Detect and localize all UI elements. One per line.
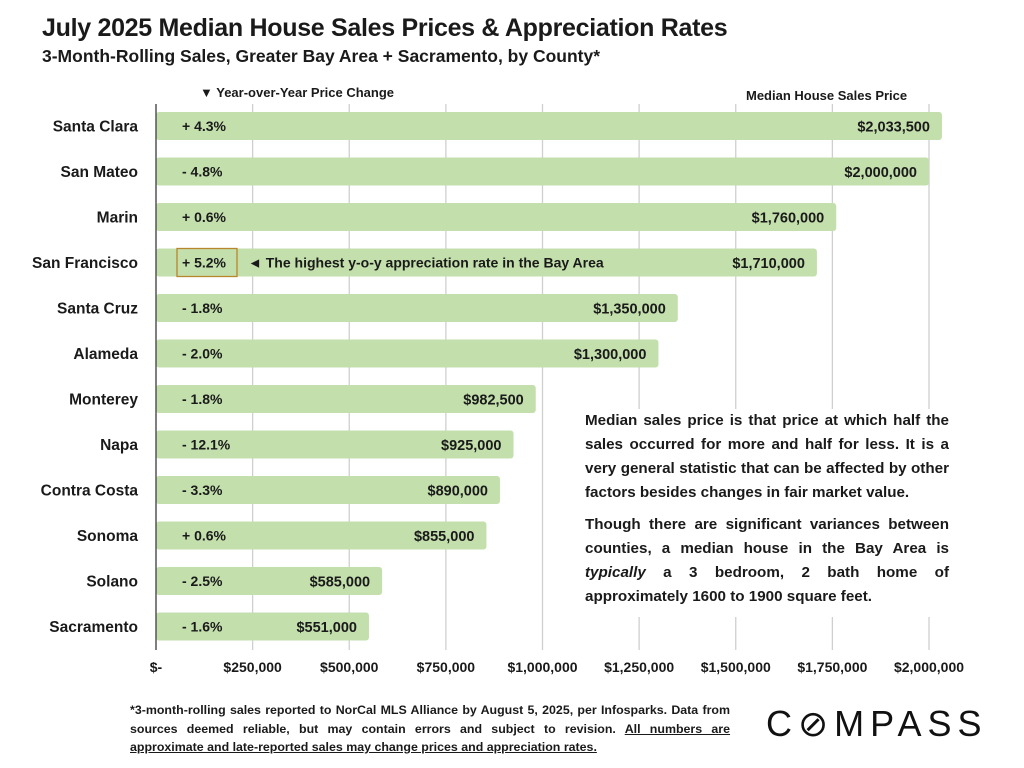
yoy-change-label: - 1.8% <box>182 391 223 407</box>
x-tick-label: $500,000 <box>320 659 379 675</box>
bar-row: Sonoma + 0.6% $855,000 <box>77 521 487 550</box>
x-axis-ticks: $- $250,000 $500,000 $750,000 $1,000,000 $1,2… <box>150 659 964 675</box>
highlight-annotation: ◄ The highest y-o-y appreciation rate in… <box>248 255 604 271</box>
category-label: Solano <box>86 574 138 591</box>
yoy-change-label: - 4.8% <box>182 164 223 180</box>
note-paragraph-1: Median sales price is that price at whic… <box>585 412 949 501</box>
yoy-change-label: - 12.1% <box>182 437 231 453</box>
value-label: $982,500 <box>463 393 523 409</box>
bar-row: Alameda - 2.0% $1,300,000 <box>73 339 659 368</box>
bar-row: San Mateo - 4.8% $2,000,000 <box>60 157 929 186</box>
yoy-change-label: + 5.2% <box>182 255 227 271</box>
bar <box>156 476 500 504</box>
category-label: Sonoma <box>77 528 139 545</box>
yoy-change-label: - 1.8% <box>182 300 223 316</box>
bar <box>156 521 487 550</box>
note-text: a 3 bedroom, 2 bath home of approximatel… <box>585 564 949 605</box>
note-italic: typically <box>585 564 646 581</box>
yoy-change-label: + 0.6% <box>182 528 227 544</box>
footnote-text: *3-month-rolling sales reported to NorCa… <box>130 703 730 736</box>
value-label: $585,000 <box>310 575 370 591</box>
bar <box>156 612 369 641</box>
category-label: San Francisco <box>32 255 138 272</box>
footnote-underlined: All numbers are approximate and late-rep… <box>130 721 731 755</box>
bar <box>156 157 929 186</box>
bar-row: Santa Clara + 4.3% $2,033,500 <box>53 112 942 140</box>
footnote: *3-month-rolling sales reported to NorCa… <box>130 701 730 757</box>
chart-title: July 2025 Median House Sales Prices & Ap… <box>42 14 728 42</box>
bar-row: Solano - 2.5% $585,000 <box>86 567 383 595</box>
highlight-box <box>176 247 238 278</box>
x-tick-label: $1,250,000 <box>604 659 674 675</box>
bar <box>156 294 678 322</box>
value-label: $855,000 <box>414 529 474 545</box>
yoy-change-label: - 3.3% <box>182 482 223 498</box>
note-paragraph-2: Though there are significant variances b… <box>585 513 949 609</box>
bar-row: Monterey - 1.8% $982,500 <box>69 385 536 413</box>
category-label: Sacramento <box>49 619 138 636</box>
bar <box>156 112 942 140</box>
bar <box>156 567 383 595</box>
category-label: Napa <box>100 437 138 454</box>
compass-logo: C⊘MPASS <box>766 703 988 744</box>
bar-row: Sacramento - 1.6% $551,000 <box>49 612 369 641</box>
bar-row: Napa - 12.1% $925,000 <box>100 430 514 459</box>
value-label: $1,300,000 <box>574 347 647 363</box>
x-tick-label: $1,500,000 <box>701 659 771 675</box>
category-label: San Mateo <box>60 164 138 181</box>
yoy-column-header: ▼ Year-over-Year Price Change <box>200 85 395 100</box>
bars: Santa Clara + 4.3% $2,033,500 San Mateo - 4.… <box>32 112 942 641</box>
value-label: $2,000,000 <box>844 165 917 181</box>
median-explanation-note: Median sales price is that price at whic… <box>585 409 949 617</box>
x-tick-label: $1,000,000 <box>507 659 577 675</box>
yoy-change-label: + 4.3% <box>182 118 227 134</box>
x-tick-label: $1,750,000 <box>797 659 867 675</box>
category-label: Santa Cruz <box>57 301 138 318</box>
category-label: Alameda <box>73 346 138 363</box>
value-label: $1,710,000 <box>732 256 805 272</box>
yoy-change-label: - 1.6% <box>182 619 223 635</box>
bar-row: Marin + 0.6% $1,760,000 <box>97 203 837 231</box>
yoy-change-label: + 0.6% <box>182 209 227 225</box>
bar <box>156 385 536 413</box>
bar-row: San Francisco + 5.2% $1,710,000 ◄ The highe… <box>32 247 817 278</box>
bar-row: Contra Costa - 3.3% $890,000 <box>41 476 500 504</box>
x-tick-label: $- <box>150 659 163 675</box>
x-tick-label: $750,000 <box>417 659 476 675</box>
bar <box>156 339 659 368</box>
yoy-change-label: - 2.5% <box>182 573 223 589</box>
category-label: Santa Clara <box>53 119 139 136</box>
category-label: Contra Costa <box>41 483 139 500</box>
bar <box>156 430 514 459</box>
x-tick-label: $2,000,000 <box>894 659 964 675</box>
value-label: $551,000 <box>296 620 356 636</box>
value-label: $925,000 <box>441 438 501 454</box>
category-label: Marin <box>97 210 138 227</box>
value-label: $1,760,000 <box>752 211 825 227</box>
bar <box>156 203 837 231</box>
yoy-change-label: - 2.0% <box>182 346 223 362</box>
bar-row: Santa Cruz - 1.8% $1,350,000 <box>57 294 678 322</box>
value-label: $890,000 <box>428 484 488 500</box>
value-label: $1,350,000 <box>593 302 666 318</box>
value-label: $2,033,500 <box>857 120 930 136</box>
x-tick-label: $250,000 <box>223 659 282 675</box>
category-label: Monterey <box>69 392 138 409</box>
chart-subtitle: 3-Month-Rolling Sales, Greater Bay Area … <box>42 46 601 66</box>
note-text: Though there are significant variances b… <box>585 516 949 557</box>
bar <box>156 248 817 277</box>
price-column-header: Median House Sales Price <box>746 88 908 103</box>
